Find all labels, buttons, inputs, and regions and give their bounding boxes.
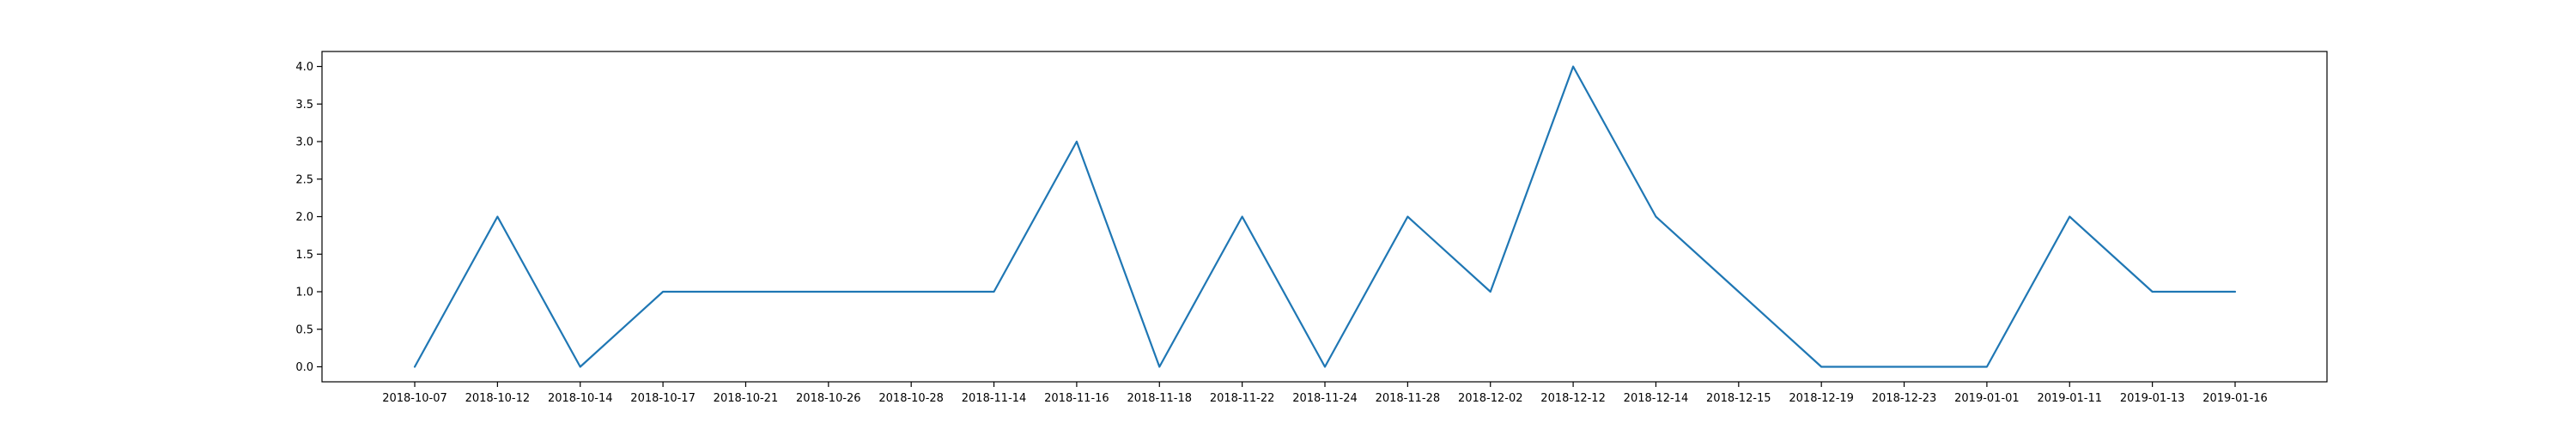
x-tick-label: 2018-12-19 [1789,392,1854,405]
series-line [413,65,2237,368]
x-tick-label: 2018-11-18 [1127,392,1192,405]
y-axis: 0.0 0.5 1.0 1.5 2.0 2.5 3.0 3.5 4.0 [295,61,322,374]
x-tick-label: 2018-10-21 [714,392,779,405]
x-tick-label: 2018-10-28 [878,392,944,405]
x-tick-label: 2018-10-26 [796,392,861,405]
x-tick-label: 2018-11-14 [962,392,1027,405]
x-tick-label: 2019-01-11 [2037,392,2102,405]
x-tick-label: 2018-10-07 [382,392,447,405]
x-tick-label: 2019-01-16 [2202,392,2268,405]
x-tick-label: 2018-10-17 [630,392,696,405]
x-tick-label: 2018-11-24 [1292,392,1358,405]
y-tick-label: 2.5 [295,173,313,186]
y-tick-label: 4.0 [295,61,313,74]
x-tick-label: 2018-10-14 [548,392,613,405]
series [413,65,2237,368]
plot-frame [321,51,2328,383]
x-axis: 2018-10-07 2018-10-12 2018-10-14 2018-10-17… [382,382,2268,405]
x-tick-label: 2018-12-23 [1872,392,1937,405]
y-tick-label: 3.5 [295,99,313,112]
x-tick-label: 2018-12-02 [1458,392,1523,405]
y-tick-label: 1.0 [295,287,313,299]
x-tick-label: 2018-10-12 [465,392,531,405]
x-tick-label: 2019-01-01 [1954,392,2020,405]
x-tick-label: 2018-11-22 [1210,392,1275,405]
y-tick-label: 0.5 [295,323,313,336]
x-tick-label: 2018-12-12 [1540,392,1606,405]
y-tick-label: 0.0 [295,361,313,374]
y-tick-label: 1.5 [295,249,313,262]
y-tick-label: 3.0 [295,136,313,149]
x-tick-label: 2018-12-15 [1706,392,1771,405]
x-tick-label: 2018-11-28 [1376,392,1441,405]
x-tick-label: 2018-11-16 [1044,392,1109,405]
x-tick-label: 2018-12-14 [1624,392,1689,405]
x-tick-label: 2019-01-13 [2120,392,2185,405]
y-tick-label: 2.0 [295,211,313,224]
axes [321,51,2328,383]
